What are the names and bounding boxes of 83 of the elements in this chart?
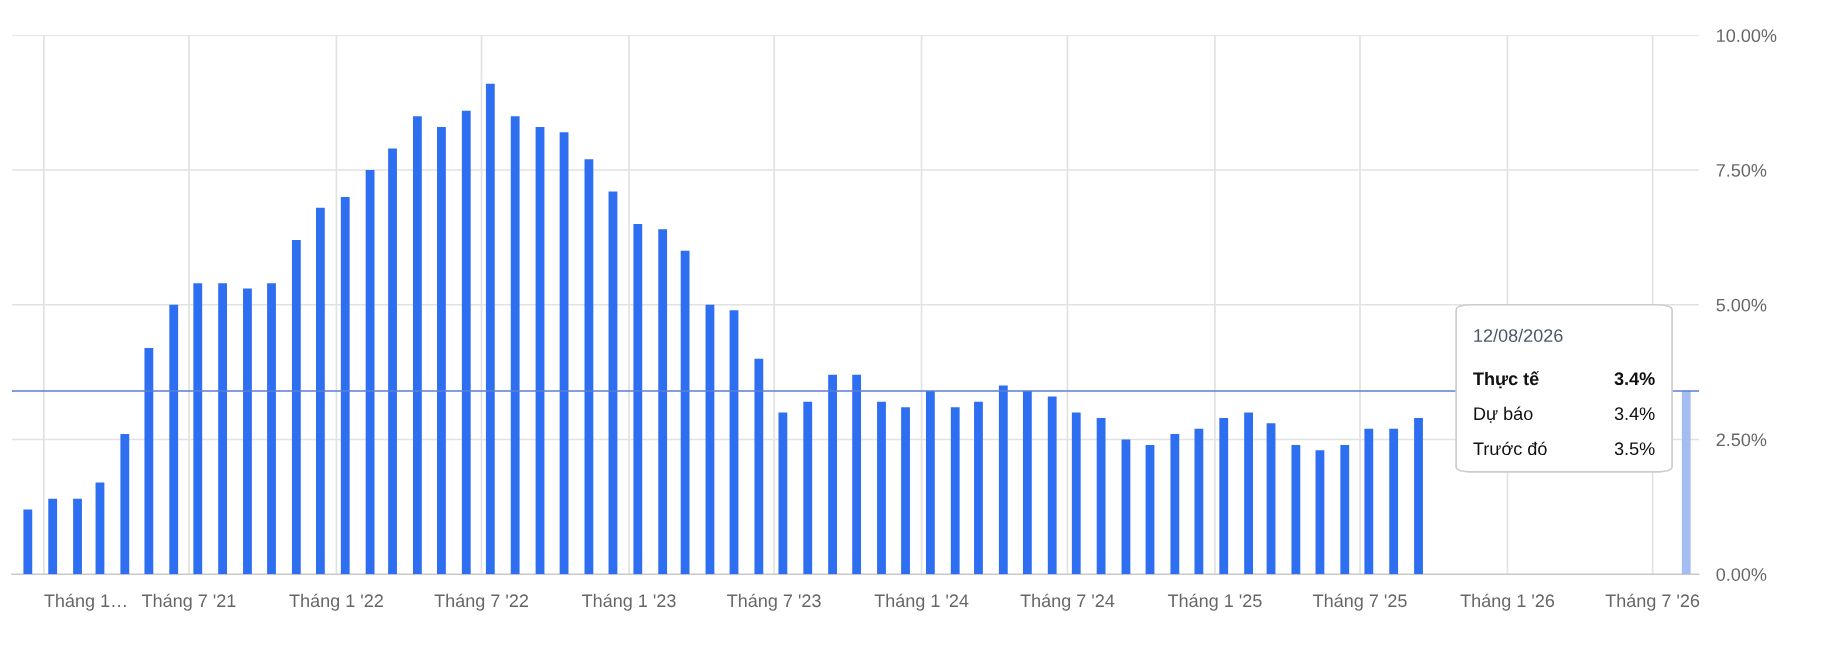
bar: [974, 401, 983, 575]
x-tick-label: Tháng 7 '21: [141, 593, 236, 611]
x-tick-label: Tháng 1 '26: [1460, 593, 1555, 611]
bar: [1022, 390, 1032, 575]
bar: [1170, 434, 1180, 575]
bar: [267, 283, 276, 575]
bar: [1194, 428, 1204, 575]
annotation: 12/08/2026: [1474, 328, 1563, 342]
bar: [803, 401, 813, 575]
bar: [950, 407, 960, 575]
bar: [412, 116, 422, 575]
x-tick-label: Tháng 7 '24: [1020, 593, 1115, 611]
bar: [705, 304, 715, 575]
bar: [1389, 428, 1399, 575]
x-tick-label: Tháng 1…: [44, 593, 126, 611]
bar: [315, 207, 325, 575]
bar: [1340, 444, 1350, 575]
bar: [1219, 417, 1229, 575]
bar: [852, 374, 862, 575]
bar: [608, 191, 618, 575]
bar: [461, 110, 471, 575]
annotation: 3.5%: [1614, 442, 1655, 456]
bar: [1145, 444, 1155, 575]
bar: [680, 250, 690, 575]
annotation: 3.4%: [1614, 372, 1655, 386]
bar: [828, 374, 837, 575]
annotation: Dự báo: [1474, 406, 1533, 423]
bar: [1047, 396, 1057, 575]
bar: [48, 498, 58, 575]
bar: [291, 240, 301, 575]
bar: [73, 498, 82, 575]
y-tick-label: 2.50%: [1716, 433, 1767, 447]
y-tick-label: 5.00%: [1716, 298, 1767, 312]
bar: [510, 116, 520, 575]
x-tick-label: Tháng 7 '25: [1313, 593, 1407, 611]
bar: [243, 288, 252, 575]
bar: [535, 126, 545, 575]
bar: [1071, 412, 1081, 575]
bar: [729, 310, 739, 575]
bar: [925, 390, 935, 575]
bar: [169, 304, 179, 575]
y-tick-label: 10.00%: [1717, 29, 1777, 43]
bar: [754, 358, 764, 575]
bar: [365, 170, 375, 575]
x-tick-label: Tháng 7 '26: [1605, 593, 1700, 611]
annotation: Trước đó: [1473, 441, 1547, 456]
bar: [633, 223, 643, 575]
bar: [1244, 412, 1253, 575]
bar: [559, 132, 569, 575]
bar: [120, 434, 130, 575]
bar: [1315, 450, 1325, 575]
bar: [877, 401, 886, 575]
bar: [1414, 417, 1423, 575]
bar: [485, 83, 495, 575]
bar: [1364, 428, 1374, 575]
bar: [144, 347, 154, 575]
bar: [1291, 444, 1301, 575]
bar: [778, 412, 788, 575]
bar: [584, 159, 594, 575]
bar: [1681, 390, 1691, 575]
x-tick-label: Tháng 1 '25: [1167, 593, 1262, 611]
bar: [218, 283, 228, 575]
bar: [1266, 423, 1276, 575]
bar: [23, 509, 33, 575]
bar: [901, 407, 910, 575]
x-tick-label: Tháng 7 '23: [727, 593, 821, 611]
bar: [340, 196, 350, 575]
bar: [388, 148, 397, 575]
y-tick-label: 7.50%: [1716, 163, 1767, 177]
bar: [95, 482, 105, 575]
bar: [658, 229, 668, 575]
x-tick-label: Tháng 1 '22: [289, 593, 383, 611]
bar: [1096, 417, 1106, 575]
bar: [193, 283, 203, 575]
x-tick-label: Tháng 1 '24: [874, 593, 969, 611]
x-tick-label: Tháng 7 '22: [434, 593, 529, 611]
bar: [998, 385, 1008, 575]
annotation: Thực tế: [1473, 371, 1540, 389]
bar: [437, 126, 446, 575]
annotation: 3.4%: [1614, 407, 1655, 421]
bar: [1121, 439, 1131, 575]
x-tick-label: Tháng 1 '23: [582, 593, 676, 611]
y-tick-label: 0.00%: [1716, 568, 1767, 581]
